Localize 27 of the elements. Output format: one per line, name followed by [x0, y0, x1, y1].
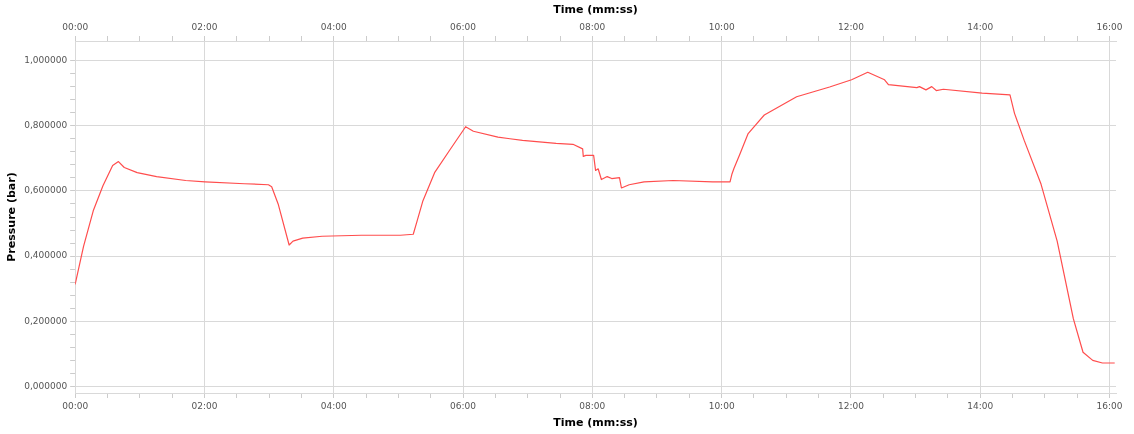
x2-axis-title: Time (mm:ss) — [553, 3, 638, 17]
x2-tick-label: 14:00 — [967, 21, 994, 32]
x2-tick-label: 02:00 — [191, 21, 218, 32]
y-tick-label: 0,200000 — [24, 315, 68, 326]
y-axis-title: Pressure (bar) — [5, 172, 19, 262]
x2-tick-label: 16:00 — [1096, 21, 1123, 32]
x-tick-label: 06:00 — [450, 400, 477, 411]
x-axis-title: Time (mm:ss) — [553, 416, 638, 430]
x-tick-label: 10:00 — [708, 400, 735, 411]
y-tick-label: 0,400000 — [24, 250, 68, 261]
x2-tick-label: 10:00 — [708, 21, 735, 32]
x-tick-label: 00:00 — [62, 400, 89, 411]
y-tick-label: 0,800000 — [24, 120, 68, 131]
x2-tick-label: 00:00 — [62, 21, 89, 32]
x2-tick-label: 06:00 — [450, 21, 477, 32]
x-tick-label: 08:00 — [579, 400, 606, 411]
x-tick-label: 02:00 — [191, 400, 218, 411]
x-tick-label: 14:00 — [967, 400, 994, 411]
x-tick-label: 16:00 — [1096, 400, 1123, 411]
x2-tick-label: 04:00 — [320, 21, 347, 32]
x-tick-label: 04:00 — [320, 400, 347, 411]
x2-tick-label: 08:00 — [579, 21, 606, 32]
x-tick-label: 12:00 — [837, 400, 865, 411]
y-tick-label: 0,600000 — [24, 185, 68, 196]
y-tick-label: 0,000000 — [24, 380, 68, 391]
x2-tick-label: 12:00 — [837, 21, 865, 32]
y-tick-label: 1,000000 — [24, 54, 68, 65]
